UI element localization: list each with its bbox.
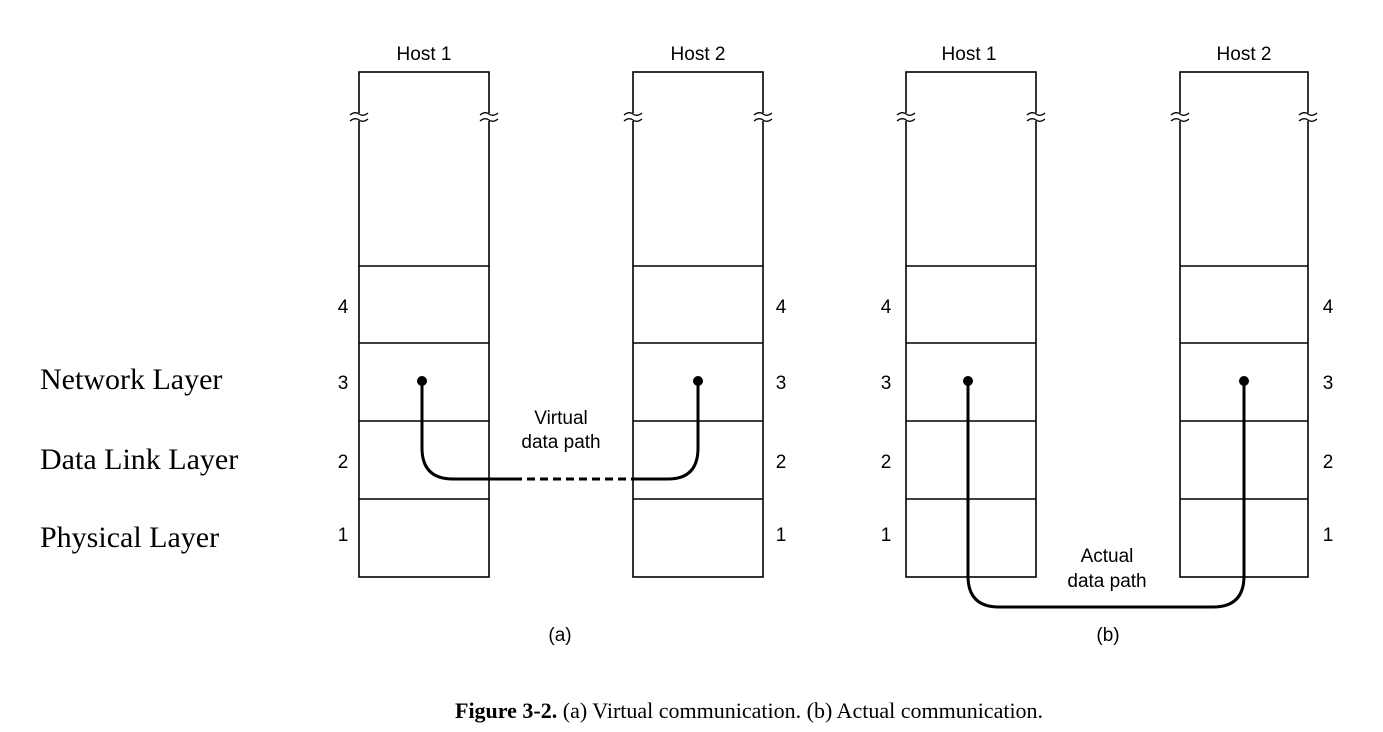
break-marks bbox=[349, 112, 1318, 122]
figure-caption: Figure 3-2. (a) Virtual communication. (… bbox=[455, 698, 1043, 724]
layer-number: 3 bbox=[338, 373, 349, 394]
host2-label-a: Host 2 bbox=[671, 44, 726, 65]
actual-path-label: Actual bbox=[1081, 546, 1134, 567]
layer-number: 2 bbox=[776, 452, 787, 473]
host1-label-a: Host 1 bbox=[397, 44, 452, 65]
layer-number: 3 bbox=[776, 373, 787, 394]
endpoint-dot bbox=[963, 376, 973, 386]
layer-number: 2 bbox=[338, 452, 349, 473]
data-link-layer-label: Data Link Layer bbox=[40, 443, 239, 476]
layer-number: 2 bbox=[1323, 452, 1334, 473]
layer-number: 1 bbox=[338, 525, 349, 546]
actual-path-label: data path bbox=[1067, 571, 1146, 592]
panel-label-a: (a) bbox=[548, 625, 571, 646]
layer-number: 1 bbox=[881, 525, 892, 546]
layer-number: 3 bbox=[1323, 373, 1334, 394]
virtual-path-label: Virtual bbox=[534, 408, 588, 429]
caption-figure-number: Figure 3-2. bbox=[455, 698, 558, 723]
virtual-path-label: data path bbox=[521, 432, 600, 453]
physical-layer-label: Physical Layer bbox=[40, 521, 220, 554]
layer-number: 4 bbox=[881, 297, 892, 318]
layer-number: 4 bbox=[776, 297, 787, 318]
endpoint-dot bbox=[417, 376, 427, 386]
layer-number: 4 bbox=[1323, 297, 1334, 318]
panel-label-b: (b) bbox=[1096, 625, 1119, 646]
virtual-data-path bbox=[420, 381, 700, 481]
layer-number: 1 bbox=[776, 525, 787, 546]
network-layer-label: Network Layer bbox=[40, 363, 223, 396]
host1-stack-a bbox=[358, 71, 490, 578]
layer-number: 3 bbox=[881, 373, 892, 394]
layer-number: 4 bbox=[338, 297, 349, 318]
endpoint-dot bbox=[1239, 376, 1249, 386]
layer-number: 1 bbox=[1323, 525, 1334, 546]
host1-stack-b bbox=[905, 71, 1037, 578]
host2-stack-a bbox=[632, 71, 764, 578]
caption-text: (a) Virtual communication. (b) Actual co… bbox=[557, 698, 1044, 723]
host1-label-b: Host 1 bbox=[942, 44, 997, 65]
endpoint-dot bbox=[693, 376, 703, 386]
host2-label-b: Host 2 bbox=[1217, 44, 1272, 65]
actual-data-path bbox=[966, 381, 1246, 609]
layer-number: 2 bbox=[881, 452, 892, 473]
